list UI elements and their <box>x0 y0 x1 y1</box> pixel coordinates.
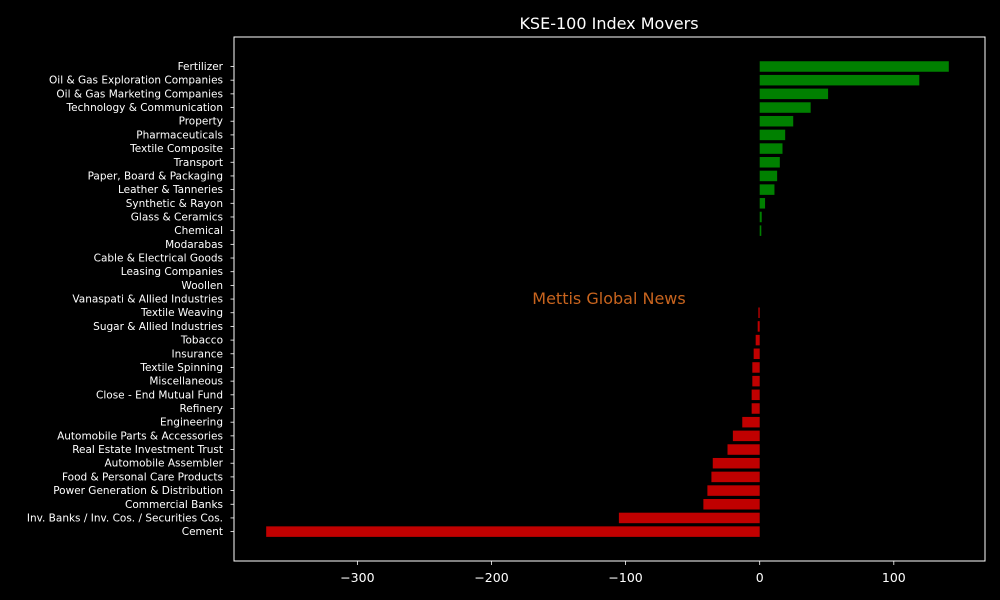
bar <box>755 334 760 346</box>
bar <box>759 198 766 209</box>
watermark: Mettis Global News <box>532 289 685 308</box>
category-label: Miscellaneous <box>149 376 223 388</box>
bar <box>759 157 780 168</box>
category-label: Oil & Gas Marketing Companies <box>56 88 223 100</box>
category-label: Paper, Board & Packaging <box>88 170 223 182</box>
bar <box>759 211 762 223</box>
bar <box>759 88 829 100</box>
category-label: Chemical <box>174 225 223 237</box>
bar <box>742 416 760 428</box>
category-label: Pharmaceuticals <box>136 129 223 141</box>
category-labels: Fertilizer Oil & Gas Exploration Companie… <box>27 61 234 538</box>
x-tick-label: −300 <box>340 570 374 585</box>
bar <box>759 115 794 127</box>
bar <box>759 170 778 182</box>
category-label: Tobacco <box>180 335 223 347</box>
category-label: Woollen <box>181 280 223 292</box>
bar <box>707 485 760 496</box>
x-axis: −300 −200 −100 0 100 <box>340 561 906 585</box>
category-label: Sugar & Allied Industries <box>93 321 223 333</box>
bar <box>759 184 775 195</box>
bars-layer <box>266 61 949 537</box>
category-label: Cable & Electrical Goods <box>94 253 223 265</box>
category-label: Textile Composite <box>129 143 223 155</box>
bar <box>618 512 760 524</box>
category-label: Technology & Communication <box>66 102 223 114</box>
category-label: Food & Personal Care Products <box>62 471 223 483</box>
category-label: Power Generation & Distribution <box>53 485 223 497</box>
bar <box>266 526 760 537</box>
category-label: Refinery <box>179 403 223 415</box>
bar <box>752 375 760 387</box>
category-label: Inv. Banks / Inv. Cos. / Securities Cos. <box>27 512 223 524</box>
category-label: Textile Spinning <box>139 362 223 374</box>
bar <box>711 471 760 483</box>
x-tick-label: −100 <box>608 570 642 585</box>
category-label: Leasing Companies <box>121 266 223 278</box>
bar <box>759 225 762 236</box>
bar <box>759 143 783 154</box>
bar <box>752 362 760 373</box>
bar <box>751 403 760 414</box>
bar <box>712 457 760 469</box>
category-label: Textile Weaving <box>140 307 223 319</box>
category-label: Fertilizer <box>178 61 224 73</box>
bar <box>727 444 760 455</box>
bar <box>703 499 760 510</box>
category-label: Cement <box>182 526 223 538</box>
category-label: Glass & Ceramics <box>131 211 223 223</box>
bar <box>732 430 760 442</box>
bar <box>751 389 760 401</box>
category-label: Close - End Mutual Fund <box>96 389 223 401</box>
category-label: Engineering <box>160 417 223 429</box>
category-label: Automobile Parts & Accessories <box>57 430 223 442</box>
category-label: Synthetic & Rayon <box>126 198 223 210</box>
bar <box>757 321 760 332</box>
chart-title: KSE-100 Index Movers <box>519 14 698 33</box>
category-label: Insurance <box>171 348 223 360</box>
bar <box>759 102 811 113</box>
bar <box>753 348 760 360</box>
x-tick-label: −200 <box>474 570 508 585</box>
category-label: Leather & Tanneries <box>118 184 223 196</box>
plot-frame <box>233 36 986 562</box>
bar <box>758 307 760 318</box>
category-label: Property <box>179 116 223 128</box>
category-label: Oil & Gas Exploration Companies <box>49 75 223 87</box>
category-label: Commercial Banks <box>125 499 223 511</box>
x-tick-label: 100 <box>882 570 906 585</box>
category-label: Real Estate Investment Trust <box>72 444 223 456</box>
category-label: Transport <box>173 157 223 169</box>
category-label: Automobile Assembler <box>105 458 224 470</box>
bar <box>759 129 786 141</box>
x-tick-label: 0 <box>756 570 764 585</box>
category-label: Vanaspati & Allied Industries <box>72 294 223 306</box>
bar <box>759 61 949 72</box>
category-label: Modarabas <box>165 239 223 251</box>
bar <box>759 74 920 86</box>
